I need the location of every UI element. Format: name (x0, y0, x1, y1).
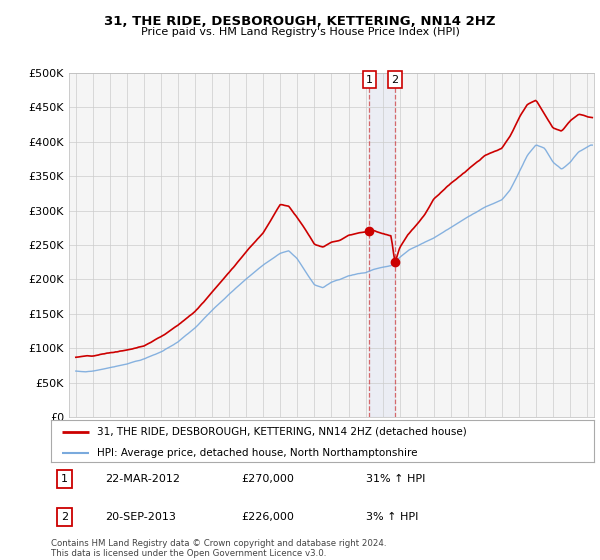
Text: Contains HM Land Registry data © Crown copyright and database right 2024.
This d: Contains HM Land Registry data © Crown c… (51, 539, 386, 558)
Text: 2: 2 (391, 74, 398, 85)
Text: HPI: Average price, detached house, North Northamptonshire: HPI: Average price, detached house, Nort… (97, 448, 418, 458)
Text: £270,000: £270,000 (241, 474, 294, 484)
Text: 1: 1 (61, 474, 68, 484)
Text: 20-SEP-2013: 20-SEP-2013 (106, 512, 176, 522)
Bar (370, 73, 395, 417)
Text: 22-MAR-2012: 22-MAR-2012 (106, 474, 181, 484)
Text: £226,000: £226,000 (241, 512, 294, 522)
Text: 1: 1 (366, 74, 373, 85)
Text: 2: 2 (61, 512, 68, 522)
Text: 3% ↑ HPI: 3% ↑ HPI (366, 512, 418, 522)
Text: 31% ↑ HPI: 31% ↑ HPI (366, 474, 425, 484)
Text: 31, THE RIDE, DESBOROUGH, KETTERING, NN14 2HZ: 31, THE RIDE, DESBOROUGH, KETTERING, NN1… (104, 15, 496, 28)
Text: Price paid vs. HM Land Registry's House Price Index (HPI): Price paid vs. HM Land Registry's House … (140, 27, 460, 37)
Text: 31, THE RIDE, DESBOROUGH, KETTERING, NN14 2HZ (detached house): 31, THE RIDE, DESBOROUGH, KETTERING, NN1… (97, 427, 467, 437)
